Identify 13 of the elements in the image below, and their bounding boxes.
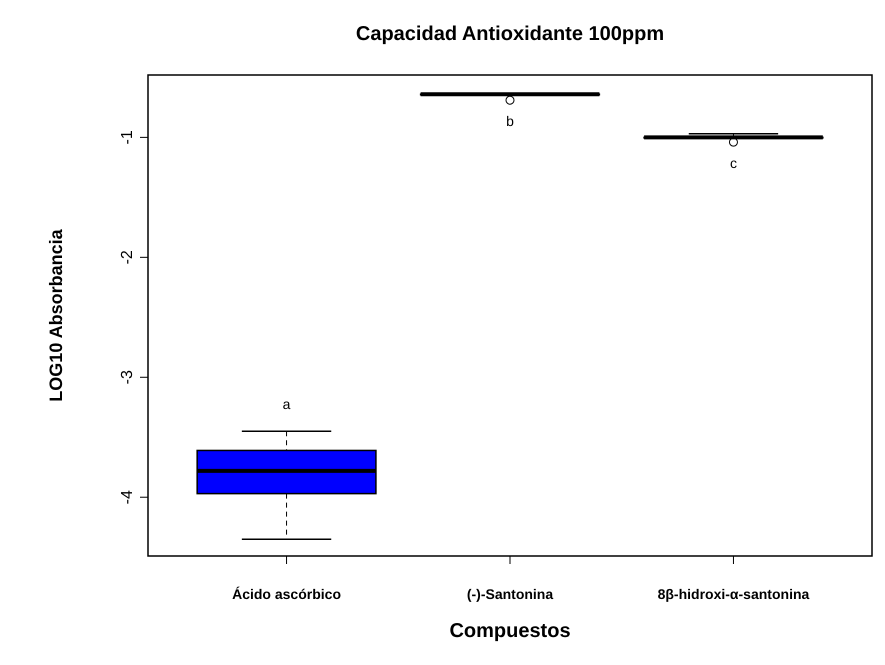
annotation: c <box>730 154 737 171</box>
x-axis-title: Compuestos <box>449 620 571 642</box>
y-axis-title: LOG10 Absorbancia <box>46 228 66 402</box>
y-tick-label: -2 <box>119 250 136 264</box>
x-tick-label: (-)-Santonina <box>466 586 554 602</box>
chart-title: Capacidad Antioxidante 100ppm <box>356 23 664 45</box>
x-tick-label: Ácido ascórbico <box>232 586 342 602</box>
x-tick-label: 8β-hidroxi-α-santonina <box>658 586 810 602</box>
y-tick-label: -4 <box>119 490 136 504</box>
y-tick-label: -3 <box>119 370 136 384</box>
annotation: a <box>282 396 291 412</box>
annotation: b <box>506 112 514 129</box>
y-tick-label: -1 <box>119 130 136 144</box>
